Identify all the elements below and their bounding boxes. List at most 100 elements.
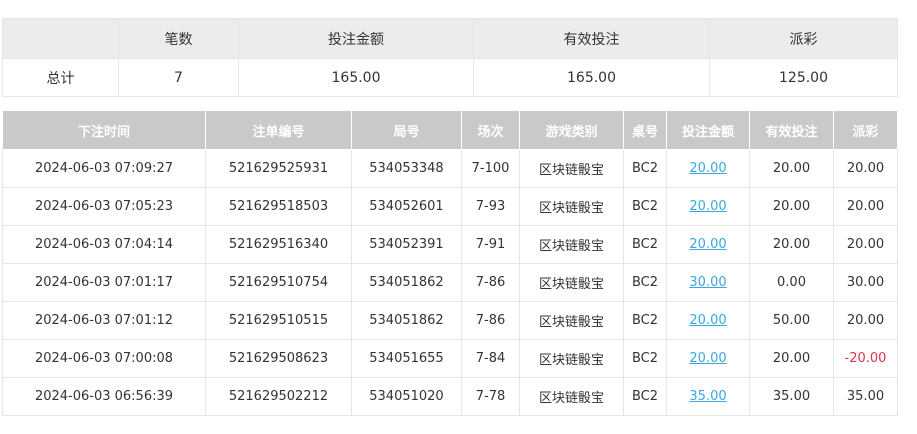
cell-bet-time: 2024-06-03 07:04:14 <box>2 225 206 264</box>
summary-payout: 125.00 <box>709 58 898 97</box>
cell-bet-amount: 35.00 <box>666 377 750 416</box>
cell-valid-bet: 35.00 <box>749 377 834 416</box>
table-row: 2024-06-03 07:01:12 521629510515 534051862… <box>2 301 898 340</box>
table-row: 2024-06-03 07:09:27 521629525931 534053348… <box>2 149 898 188</box>
cell-valid-bet: 20.00 <box>749 187 834 226</box>
cell-order-id: 521629502212 <box>205 377 352 416</box>
cell-table-id: BC2 <box>623 187 667 226</box>
bet-amount-link[interactable]: 20.00 <box>689 199 727 214</box>
summary-bet: 165.00 <box>238 58 474 97</box>
cell-bet-time: 2024-06-03 06:56:39 <box>2 377 206 416</box>
table-row: 2024-06-03 07:00:08 521629508623 534051655… <box>2 339 898 378</box>
cell-payout: 35.00 <box>833 377 898 416</box>
summary-header-blank <box>2 18 119 59</box>
cell-session: 7-93 <box>461 187 520 226</box>
cell-round-id: 534052391 <box>351 225 462 264</box>
cell-session: 7-78 <box>461 377 520 416</box>
summary-label: 总计 <box>2 58 119 97</box>
table-row: 2024-06-03 07:01:17 521629510754 534051862… <box>2 263 898 302</box>
cell-round-id: 534051862 <box>351 263 462 302</box>
cell-order-id: 521629510754 <box>205 263 352 302</box>
cell-game-type: 区块链骰宝 <box>519 187 624 226</box>
summary-header-valid: 有效投注 <box>473 18 710 59</box>
cell-payout: -20.00 <box>833 339 898 378</box>
cell-round-id: 534051655 <box>351 339 462 378</box>
table-row: 2024-06-03 07:05:23 521629518503 534052601… <box>2 187 898 226</box>
cell-valid-bet: 0.00 <box>749 263 834 302</box>
cell-bet-amount: 20.00 <box>666 301 750 340</box>
cell-bet-amount: 20.00 <box>666 149 750 188</box>
cell-table-id: BC2 <box>623 225 667 264</box>
cell-table-id: BC2 <box>623 301 667 340</box>
cell-payout: 30.00 <box>833 263 898 302</box>
cell-bet-time: 2024-06-03 07:05:23 <box>2 187 206 226</box>
cell-session: 7-86 <box>461 263 520 302</box>
cell-payout: 20.00 <box>833 149 898 188</box>
summary-header-count: 笔数 <box>118 18 239 59</box>
summary-table: 笔数 投注金额 有效投注 派彩 总计 7 165.00 165.00 125.0… <box>2 18 898 97</box>
summary-valid: 165.00 <box>473 58 710 97</box>
cell-bet-time: 2024-06-03 07:00:08 <box>2 339 206 378</box>
cell-round-id: 534053348 <box>351 149 462 188</box>
cell-table-id: BC2 <box>623 149 667 188</box>
cell-order-id: 521629518503 <box>205 187 352 226</box>
cell-valid-bet: 20.00 <box>749 225 834 264</box>
summary-header: 笔数 投注金额 有效投注 派彩 <box>2 18 898 59</box>
summary-header-bet: 投注金额 <box>238 18 474 59</box>
cell-valid-bet: 20.00 <box>749 149 834 188</box>
header-session: 场次 <box>461 110 520 150</box>
cell-session: 7-100 <box>461 149 520 188</box>
table-row: 2024-06-03 07:04:14 521629516340 534052391… <box>2 225 898 264</box>
cell-round-id: 534052601 <box>351 187 462 226</box>
records-table: 下注时间 注单编号 局号 场次 游戏类别 桌号 投注金额 有效投注 派彩 2024-06-03 … <box>2 110 898 416</box>
summary-row: 总计 7 165.00 165.00 125.00 <box>2 58 898 97</box>
header-game-type: 游戏类别 <box>519 110 624 150</box>
header-table-id: 桌号 <box>623 110 667 150</box>
cell-payout: 20.00 <box>833 225 898 264</box>
cell-session: 7-86 <box>461 301 520 340</box>
cell-game-type: 区块链骰宝 <box>519 339 624 378</box>
bet-amount-link[interactable]: 20.00 <box>689 237 727 252</box>
bet-amount-link[interactable]: 30.00 <box>689 275 727 290</box>
cell-payout: 20.00 <box>833 301 898 340</box>
bet-amount-link[interactable]: 20.00 <box>689 313 727 328</box>
cell-valid-bet: 20.00 <box>749 339 834 378</box>
header-order-id: 注单编号 <box>205 110 352 150</box>
header-valid-bet: 有效投注 <box>749 110 834 150</box>
cell-game-type: 区块链骰宝 <box>519 377 624 416</box>
cell-round-id: 534051020 <box>351 377 462 416</box>
cell-table-id: BC2 <box>623 263 667 302</box>
cell-round-id: 534051862 <box>351 301 462 340</box>
summary-header-payout: 派彩 <box>709 18 898 59</box>
cell-bet-time: 2024-06-03 07:09:27 <box>2 149 206 188</box>
cell-valid-bet: 50.00 <box>749 301 834 340</box>
cell-bet-amount: 30.00 <box>666 263 750 302</box>
table-row: 2024-06-03 06:56:39 521629502212 534051020… <box>2 377 898 416</box>
cell-session: 7-91 <box>461 225 520 264</box>
cell-bet-time: 2024-06-03 07:01:17 <box>2 263 206 302</box>
cell-game-type: 区块链骰宝 <box>519 263 624 302</box>
cell-order-id: 521629516340 <box>205 225 352 264</box>
bet-amount-link[interactable]: 35.00 <box>689 389 727 404</box>
cell-table-id: BC2 <box>623 377 667 416</box>
header-bet-amount: 投注金额 <box>666 110 750 150</box>
header-bet-time: 下注时间 <box>2 110 206 150</box>
cell-bet-amount: 20.00 <box>666 339 750 378</box>
summary-count: 7 <box>118 58 239 97</box>
cell-bet-time: 2024-06-03 07:01:12 <box>2 301 206 340</box>
cell-bet-amount: 20.00 <box>666 187 750 226</box>
header-round-id: 局号 <box>351 110 462 150</box>
cell-game-type: 区块链骰宝 <box>519 149 624 188</box>
bet-amount-link[interactable]: 20.00 <box>689 161 727 176</box>
cell-bet-amount: 20.00 <box>666 225 750 264</box>
cell-game-type: 区块链骰宝 <box>519 225 624 264</box>
cell-order-id: 521629508623 <box>205 339 352 378</box>
cell-payout: 20.00 <box>833 187 898 226</box>
records-header: 下注时间 注单编号 局号 场次 游戏类别 桌号 投注金额 有效投注 派彩 <box>2 110 898 150</box>
bet-amount-link[interactable]: 20.00 <box>689 351 727 366</box>
cell-order-id: 521629525931 <box>205 149 352 188</box>
cell-session: 7-84 <box>461 339 520 378</box>
cell-game-type: 区块链骰宝 <box>519 301 624 340</box>
cell-order-id: 521629510515 <box>205 301 352 340</box>
cell-table-id: BC2 <box>623 339 667 378</box>
